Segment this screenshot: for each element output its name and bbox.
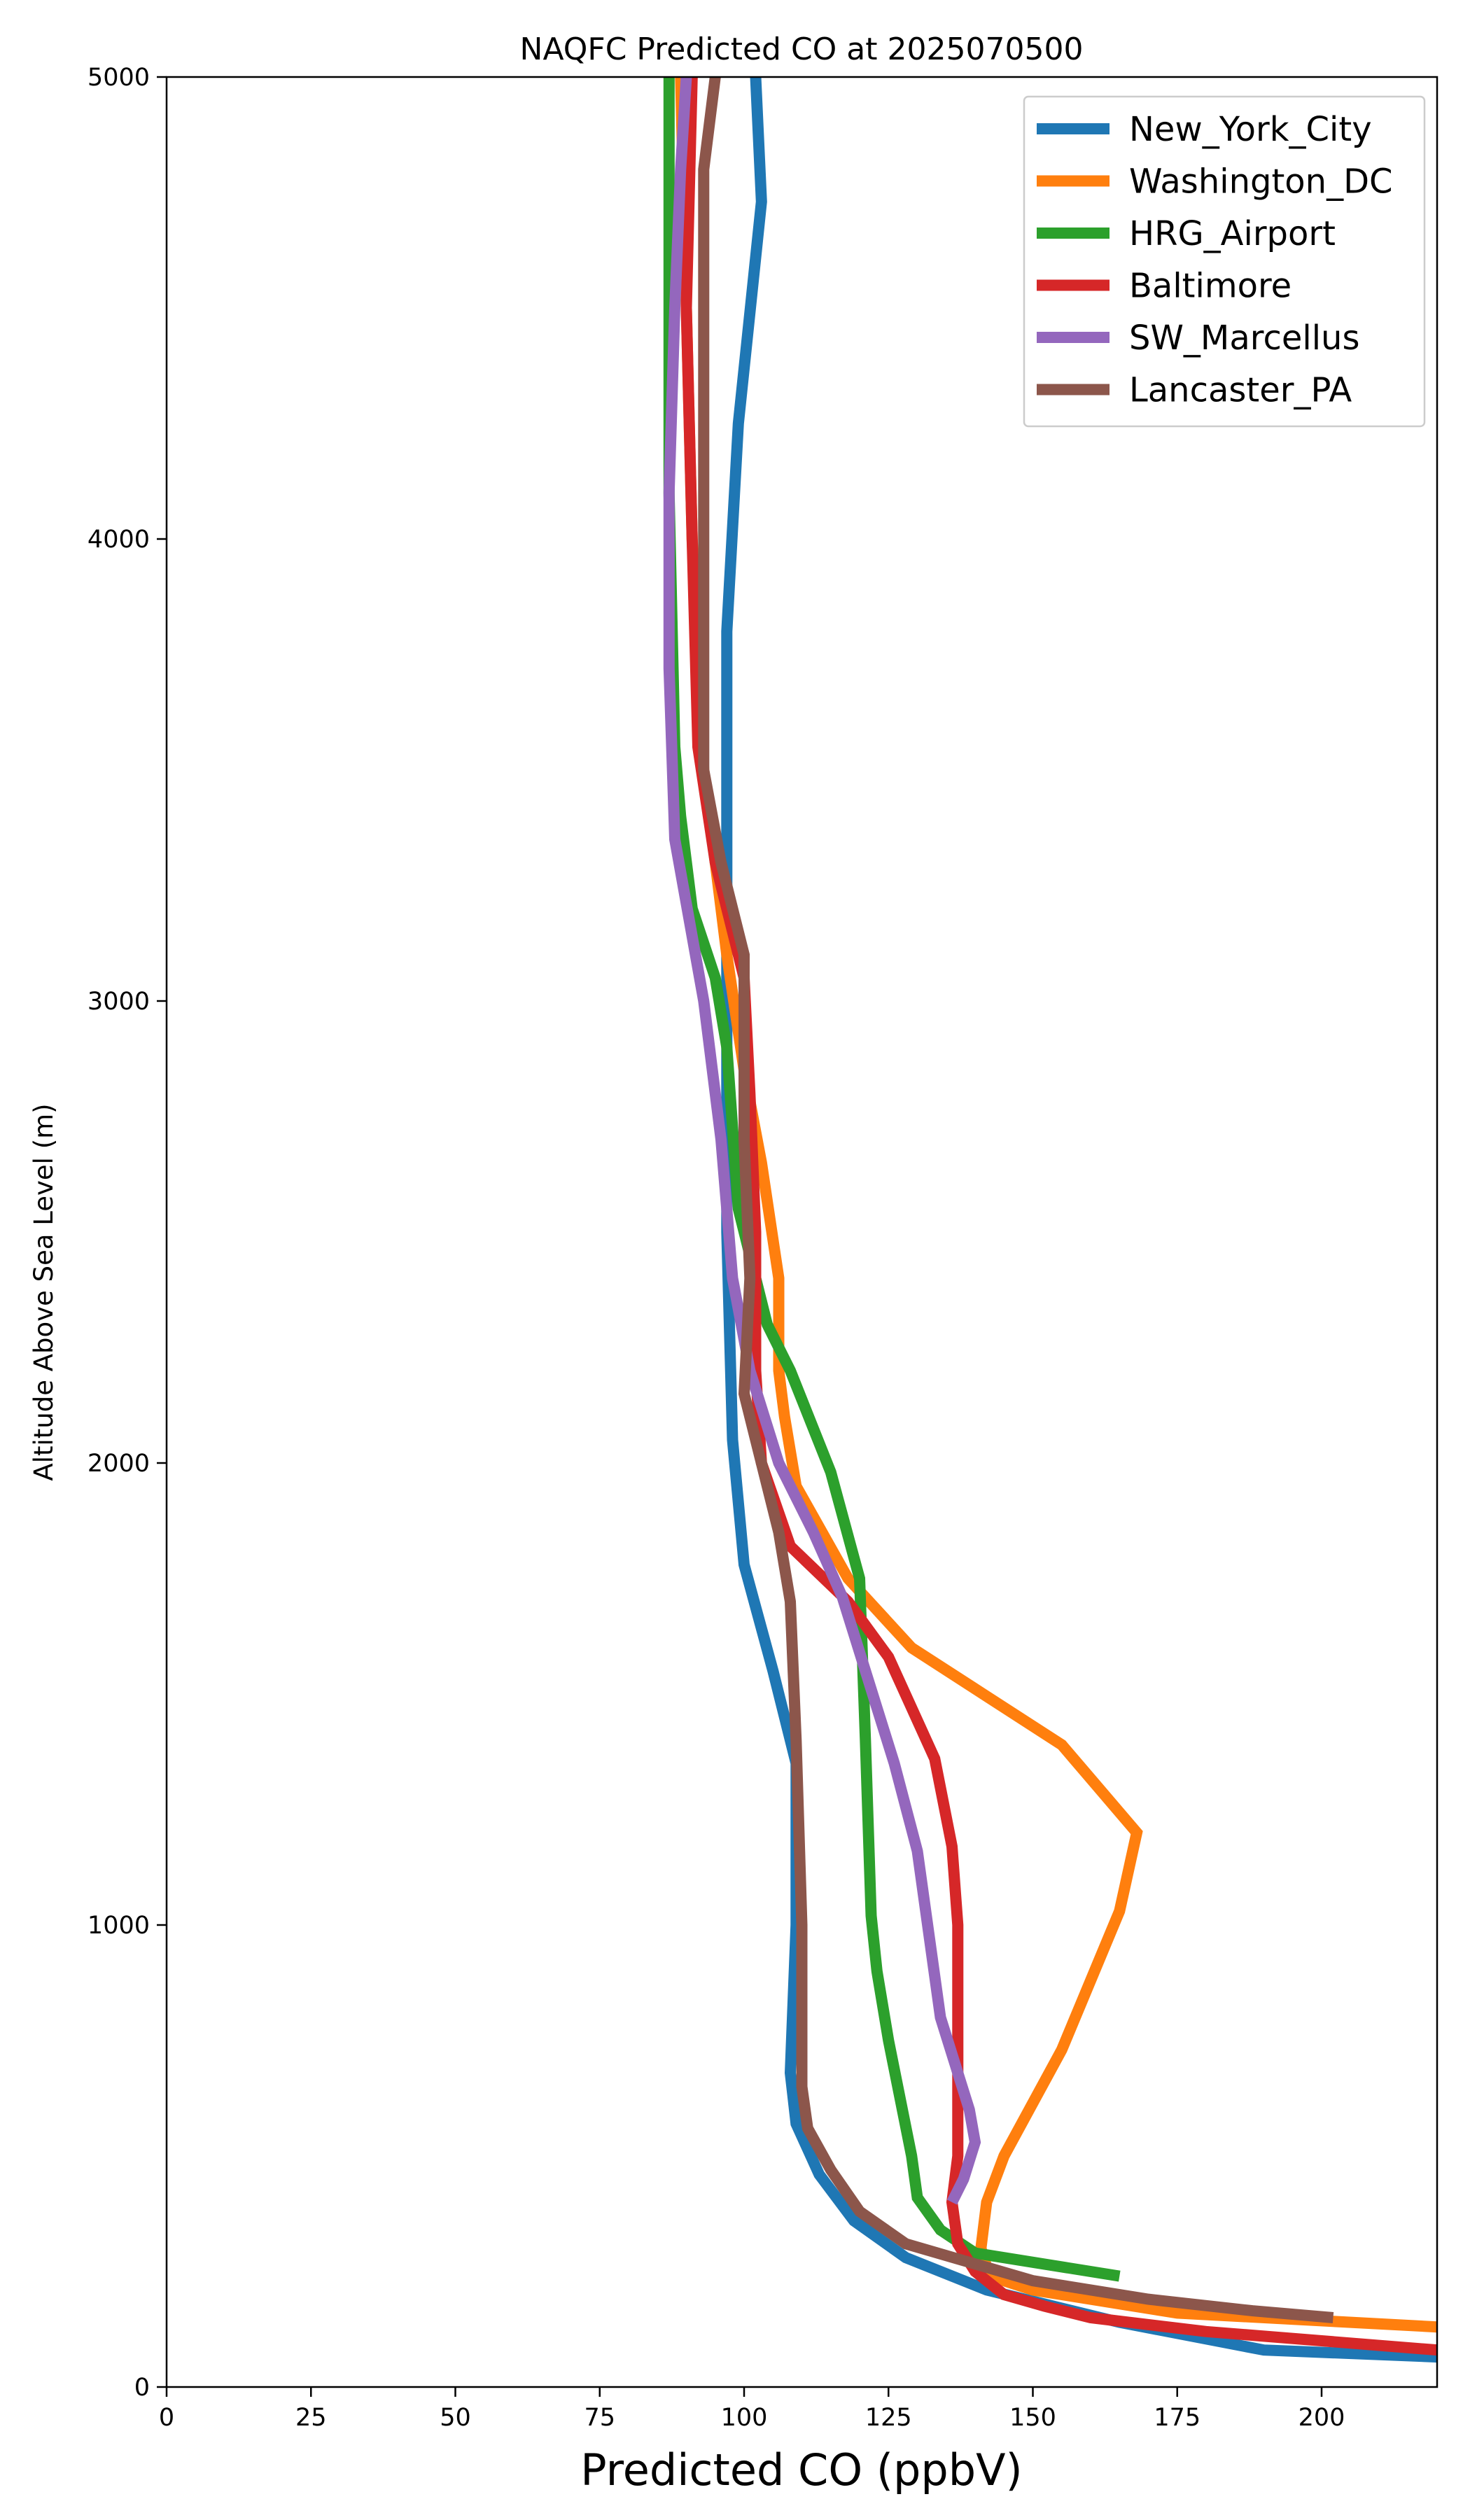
legend-label: New_York_City: [1129, 110, 1372, 149]
y-axis-ticks: 0 1000 2000 3000 4000 5000: [88, 64, 167, 2402]
x-tick-label: 150: [1009, 2404, 1056, 2432]
x-tick-label: 50: [440, 2404, 471, 2432]
x-tick-label: 25: [295, 2404, 327, 2432]
chart-title: NAQFC Predicted CO at 2025070500: [520, 31, 1084, 67]
legend-box: [1023, 95, 1426, 428]
legend-label: Baltimore: [1129, 267, 1292, 306]
x-tick-label: 175: [1154, 2404, 1200, 2432]
series-line-washington-dc: [675, 77, 1437, 2333]
series-line-new-york-city: [721, 77, 1437, 2363]
y-axis-label: Altitude Above Sea Level (m): [29, 1103, 59, 1480]
legend-label: SW_Marcellus: [1129, 318, 1359, 358]
legend-label: Washington_DC: [1129, 162, 1393, 202]
legend-label: Lancaster_PA: [1129, 371, 1352, 410]
legend-label: HRG_Airport: [1129, 214, 1336, 253]
series-line-sw-marcellus: [663, 77, 981, 2205]
x-axis-ticks: 0 25 50 75 100 125 150 175 200: [159, 2387, 1345, 2432]
x-tick-label: 75: [584, 2404, 615, 2432]
x-tick-label: 125: [865, 2404, 912, 2432]
x-tick-label: 0: [159, 2404, 174, 2432]
x-tick-label: 100: [721, 2404, 768, 2432]
x-tick-label: 200: [1298, 2404, 1345, 2432]
y-tick-label: 0: [134, 2374, 150, 2402]
y-tick-label: 1000: [88, 1912, 150, 1940]
series-line-lancaster-pa: [698, 77, 1334, 2323]
x-axis-label: Predicted CO (ppbV): [580, 2444, 1022, 2496]
y-tick-label: 3000: [88, 988, 150, 1016]
y-tick-label: 5000: [88, 64, 150, 92]
legend: New_York_City Washington_DC HRG_Airport Bal…: [1023, 95, 1426, 428]
y-tick-label: 4000: [88, 526, 150, 554]
plot-frame: [165, 76, 1438, 2388]
y-tick-label: 2000: [88, 1450, 150, 1478]
series-lines: [663, 77, 1437, 2363]
